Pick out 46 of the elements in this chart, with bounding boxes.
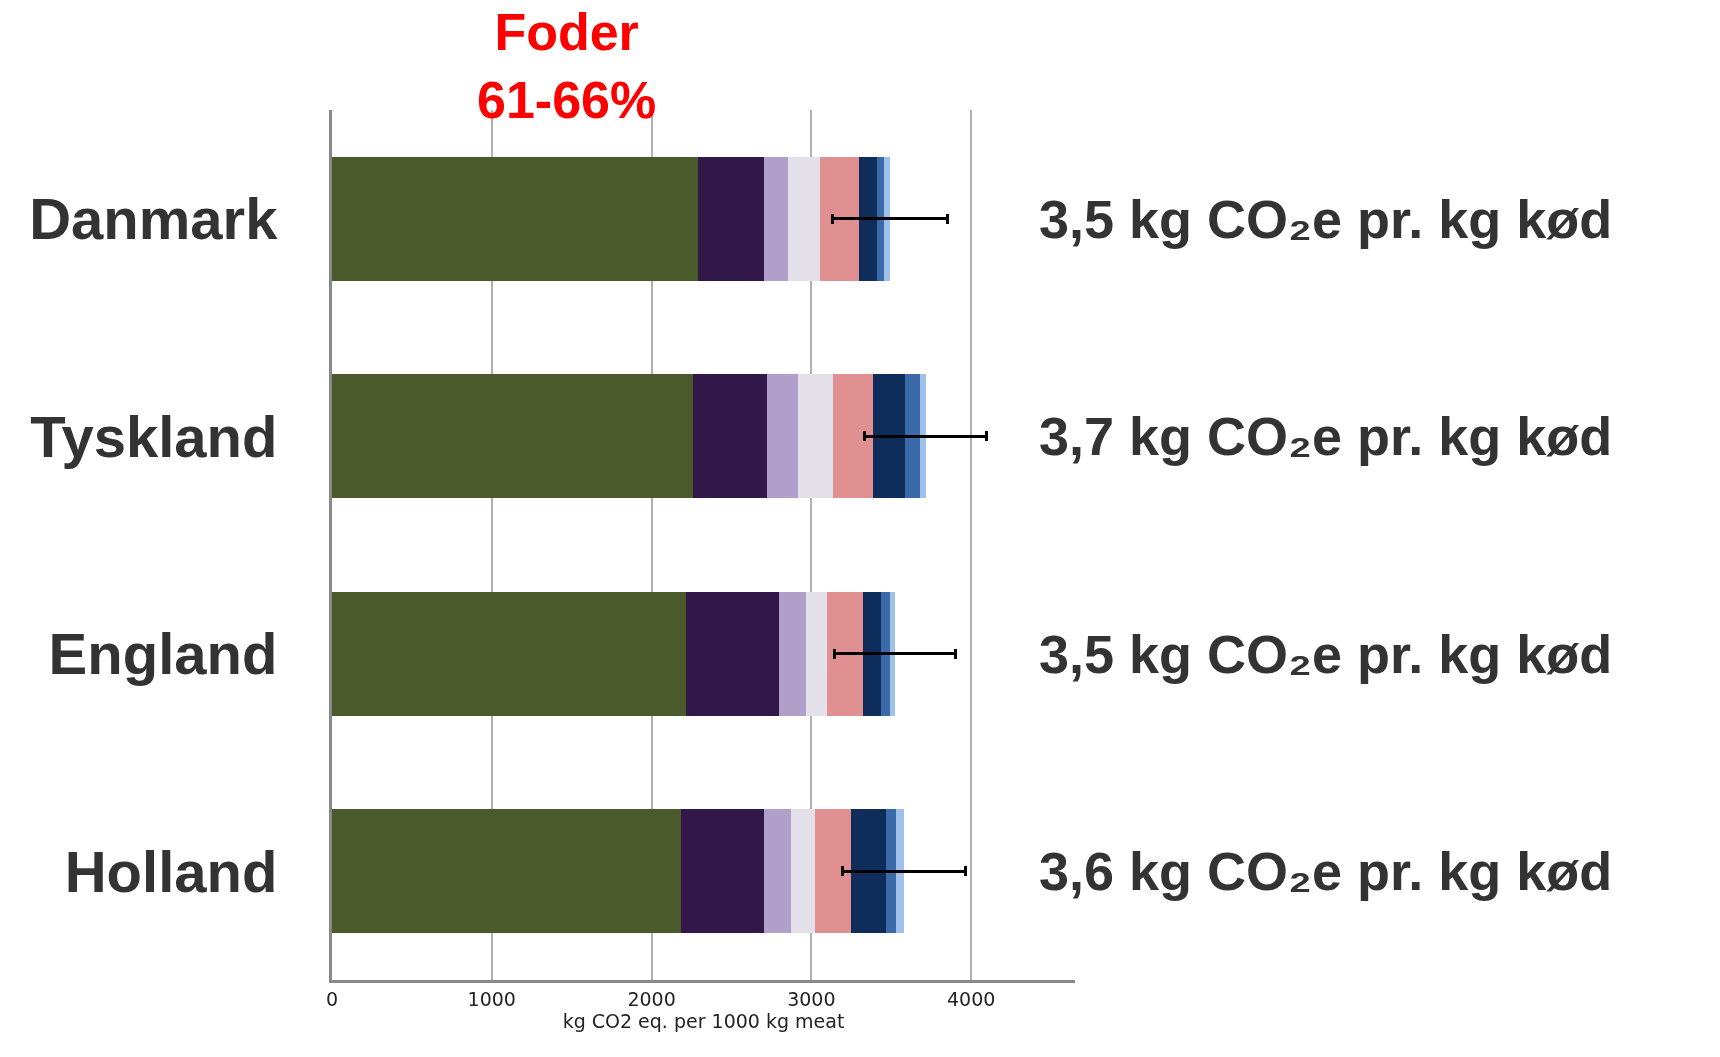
annotation: 3,5 kg CO₂e pr. kg kød bbox=[1039, 624, 1613, 684]
x-tick-label: 2000 bbox=[627, 987, 676, 1010]
bar bbox=[884, 156, 890, 281]
y-tick-label: Danmark bbox=[29, 186, 279, 252]
y-tick-label: Tyskland bbox=[30, 403, 278, 469]
bar bbox=[820, 156, 860, 281]
x-axis-title: kg CO2 eq. per 1000 kg meat bbox=[562, 1009, 845, 1032]
x-tick-label: 3000 bbox=[787, 987, 836, 1010]
y-tick-label: Holland bbox=[64, 838, 278, 904]
bar bbox=[896, 809, 905, 934]
x-tick-label: 1000 bbox=[467, 987, 516, 1010]
bar bbox=[685, 591, 779, 716]
bar bbox=[767, 374, 798, 499]
bar bbox=[332, 591, 686, 716]
bar bbox=[920, 374, 926, 499]
bar bbox=[697, 156, 765, 281]
bar bbox=[827, 591, 864, 716]
bar bbox=[832, 374, 873, 499]
bar bbox=[778, 591, 806, 716]
bar bbox=[788, 156, 821, 281]
y-tick-label: England bbox=[48, 621, 278, 687]
bar bbox=[797, 374, 833, 499]
bar bbox=[814, 809, 852, 934]
bar bbox=[332, 374, 694, 499]
bar bbox=[332, 156, 698, 281]
bar bbox=[859, 156, 877, 281]
x-tick-label: 0 bbox=[325, 987, 339, 1010]
bar bbox=[790, 809, 815, 934]
bar bbox=[851, 809, 886, 934]
x-tick-label: 4000 bbox=[946, 987, 996, 1010]
bar bbox=[764, 156, 789, 281]
bar bbox=[872, 374, 905, 499]
annotation: 3,5 kg CO₂e pr. kg kød bbox=[1039, 189, 1613, 249]
annotation: Foder 61-66% bbox=[477, 3, 657, 129]
annotation: 3,7 kg CO₂e pr. kg kød bbox=[1039, 406, 1613, 466]
bar bbox=[904, 374, 921, 499]
bar bbox=[681, 809, 765, 934]
bar bbox=[880, 591, 890, 716]
bar bbox=[876, 156, 885, 281]
bar bbox=[764, 809, 791, 934]
bar bbox=[332, 809, 682, 934]
annotation: 3,6 kg CO₂e pr. kg kød bbox=[1039, 841, 1613, 901]
bar bbox=[805, 591, 828, 716]
bar bbox=[693, 374, 768, 499]
bar bbox=[863, 591, 881, 716]
bar bbox=[885, 809, 897, 934]
